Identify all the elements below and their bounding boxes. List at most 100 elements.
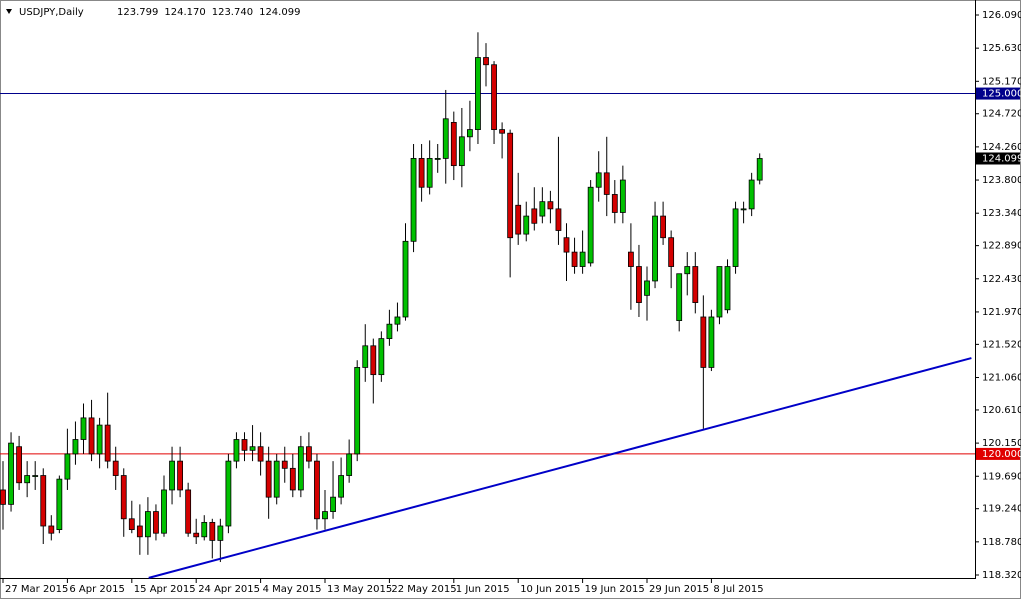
x-tick-label: 24 Apr 2015: [198, 584, 260, 595]
candle-body: [185, 489, 192, 534]
candle-body: [394, 316, 401, 325]
x-tick-label: 6 Apr 2015: [69, 584, 124, 595]
candle-body: [249, 446, 256, 451]
candle-body: [507, 132, 514, 239]
candle-body: [475, 57, 481, 130]
candle-body: [346, 453, 353, 476]
candle-body: [716, 266, 723, 318]
price-tag-label: 125.000: [982, 89, 1021, 100]
candle-body: [16, 446, 23, 484]
candle-body: [426, 158, 433, 188]
candle-body: [611, 194, 618, 213]
candle-body: [434, 158, 441, 160]
candle-body: [644, 280, 650, 296]
candle-body: [571, 251, 578, 267]
x-tick-label: 27 Mar 2015: [5, 584, 68, 595]
candle-body: [209, 521, 216, 541]
candle-body: [660, 215, 666, 239]
candle-body: [169, 460, 175, 491]
candle-body: [56, 478, 63, 530]
candle-body: [281, 460, 288, 469]
x-tick-label: 10 Jun 2015: [520, 584, 580, 595]
y-tick-label: 120.610: [982, 405, 1021, 416]
candle-body: [289, 467, 296, 491]
candle-body: [330, 496, 336, 512]
trendline: [148, 357, 972, 579]
candle-body: [756, 158, 763, 181]
chart-title: USDJPY,Daily: [19, 7, 84, 18]
candle-body: [112, 460, 119, 476]
header-value: 123.799: [117, 7, 158, 18]
candle-body: [80, 417, 87, 440]
candle-body: [104, 424, 111, 462]
y-tick-label: 121.520: [982, 339, 1021, 350]
candle-body: [587, 186, 594, 264]
candle-body: [652, 215, 658, 282]
candle-body: [668, 237, 675, 267]
candle-body: [491, 64, 497, 130]
candle-body: [378, 338, 385, 376]
candle-body: [523, 215, 530, 235]
candle-body: [708, 316, 715, 368]
candle-body: [636, 266, 642, 303]
candle-body: [120, 475, 127, 520]
candle-body: [297, 446, 304, 491]
candle-body: [201, 521, 208, 538]
candle-body: [700, 316, 707, 368]
candle-body: [64, 453, 71, 480]
header-value: 124.170: [164, 7, 205, 18]
candle-body: [563, 237, 570, 253]
candle-body: [257, 446, 264, 462]
candle-body: [547, 201, 554, 210]
candle-body: [314, 460, 320, 520]
x-tick-label: 8 Jul 2015: [713, 584, 763, 595]
candle-body: [305, 446, 312, 462]
candle-body: [8, 442, 14, 505]
y-tick-label: 121.060: [982, 373, 1021, 384]
candle-body: [362, 345, 369, 368]
candle-body: [410, 158, 417, 242]
candle-body: [225, 460, 232, 527]
candle-body: [217, 525, 224, 541]
y-tick-label: 124.720: [982, 109, 1021, 120]
candle-body: [128, 518, 135, 530]
y-tick-label: 123.800: [982, 175, 1021, 186]
candle-body: [24, 475, 31, 484]
candle-body: [72, 439, 79, 455]
candle-body: [531, 208, 538, 224]
candle-body: [692, 266, 699, 303]
candle-body: [748, 179, 755, 210]
candle-body: [402, 240, 409, 318]
x-tick-label: 1 Jun 2015: [456, 584, 510, 595]
current-price-label: 124.099: [982, 153, 1021, 164]
candle-body: [96, 424, 103, 455]
candle-body: [595, 172, 602, 188]
candle-body: [579, 251, 586, 267]
candle-body: [153, 511, 159, 534]
candle-body: [177, 460, 184, 491]
x-tick-label: 22 May 2015: [391, 584, 456, 595]
candle-body: [193, 532, 200, 538]
candle-body: [684, 266, 691, 275]
candle-body: [499, 129, 506, 134]
menu-icon[interactable]: [6, 9, 12, 14]
candle-body: [732, 208, 739, 267]
candle-body: [515, 204, 522, 235]
candle-body: [338, 475, 345, 498]
candle-body: [241, 439, 248, 451]
candle-body: [48, 525, 55, 534]
candle-body: [466, 129, 473, 138]
y-tick-label: 125.170: [982, 76, 1021, 87]
x-tick-label: 13 May 2015: [327, 584, 392, 595]
y-tick-label: 118.780: [982, 537, 1021, 548]
price-tag-label: 120.000: [982, 449, 1021, 460]
y-tick-label: 122.430: [982, 274, 1021, 285]
candle-body: [265, 460, 272, 498]
x-tick-label: 4 May 2015: [263, 584, 322, 595]
price-tag: [976, 87, 1020, 100]
candle-body: [0, 489, 6, 505]
candle-body: [161, 489, 167, 534]
current-price-tag: [976, 152, 1020, 165]
